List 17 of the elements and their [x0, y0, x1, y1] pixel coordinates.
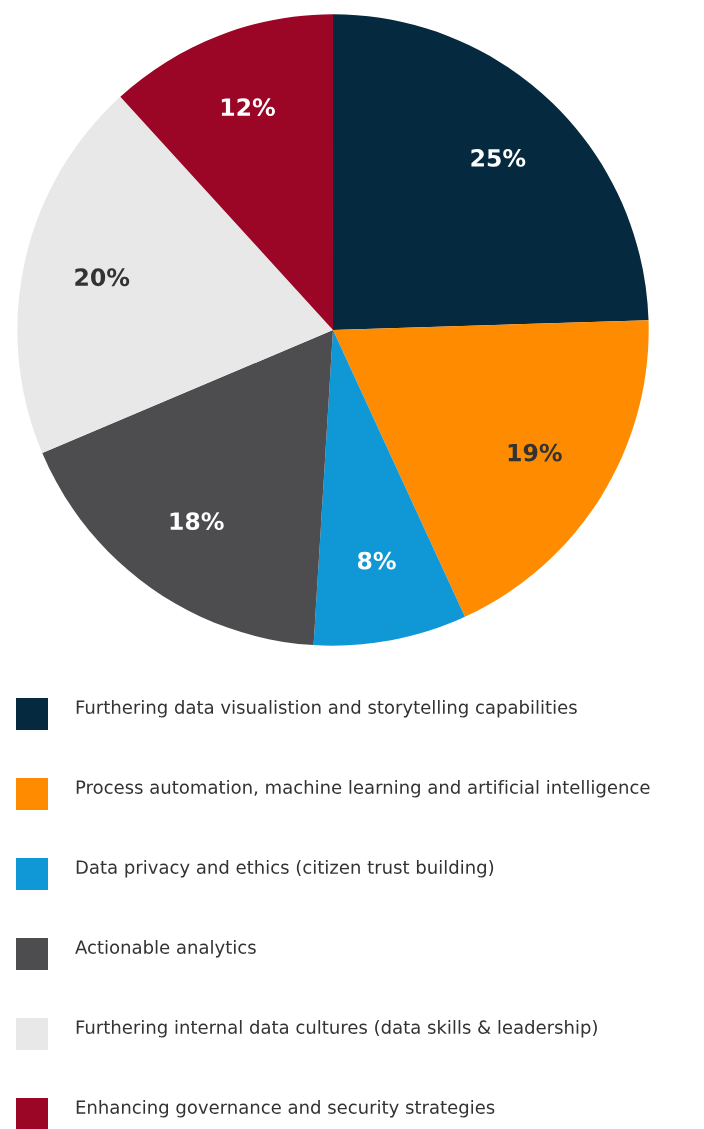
pie-slice — [313, 330, 465, 646]
legend-label: Process automation, machine learning and artificial intelligence — [76, 780, 650, 798]
data-label: 18% — [170, 512, 224, 531]
pie-slice — [17, 96, 333, 454]
legend-label: Enhancing governance and security strategies — [76, 1100, 495, 1118]
pie-slice — [333, 320, 649, 617]
legend-label: Actionable analytics — [75, 940, 256, 958]
pie-slice — [42, 330, 333, 646]
data-label: 12% — [221, 98, 275, 117]
legend-label: Furthering internal data cultures (data skills & leadership) — [76, 1020, 597, 1038]
data-label: 25% — [471, 149, 526, 167]
legend-label: Data privacy and ethics (citizen trust building) — [76, 860, 494, 878]
data-label: 8% — [357, 551, 396, 570]
legend-label: Furthering data visualistion and storytelling capabilities — [76, 700, 577, 718]
pie-slice — [333, 14, 649, 330]
data-label: 20% — [75, 268, 130, 287]
data-label: 19% — [508, 443, 562, 462]
